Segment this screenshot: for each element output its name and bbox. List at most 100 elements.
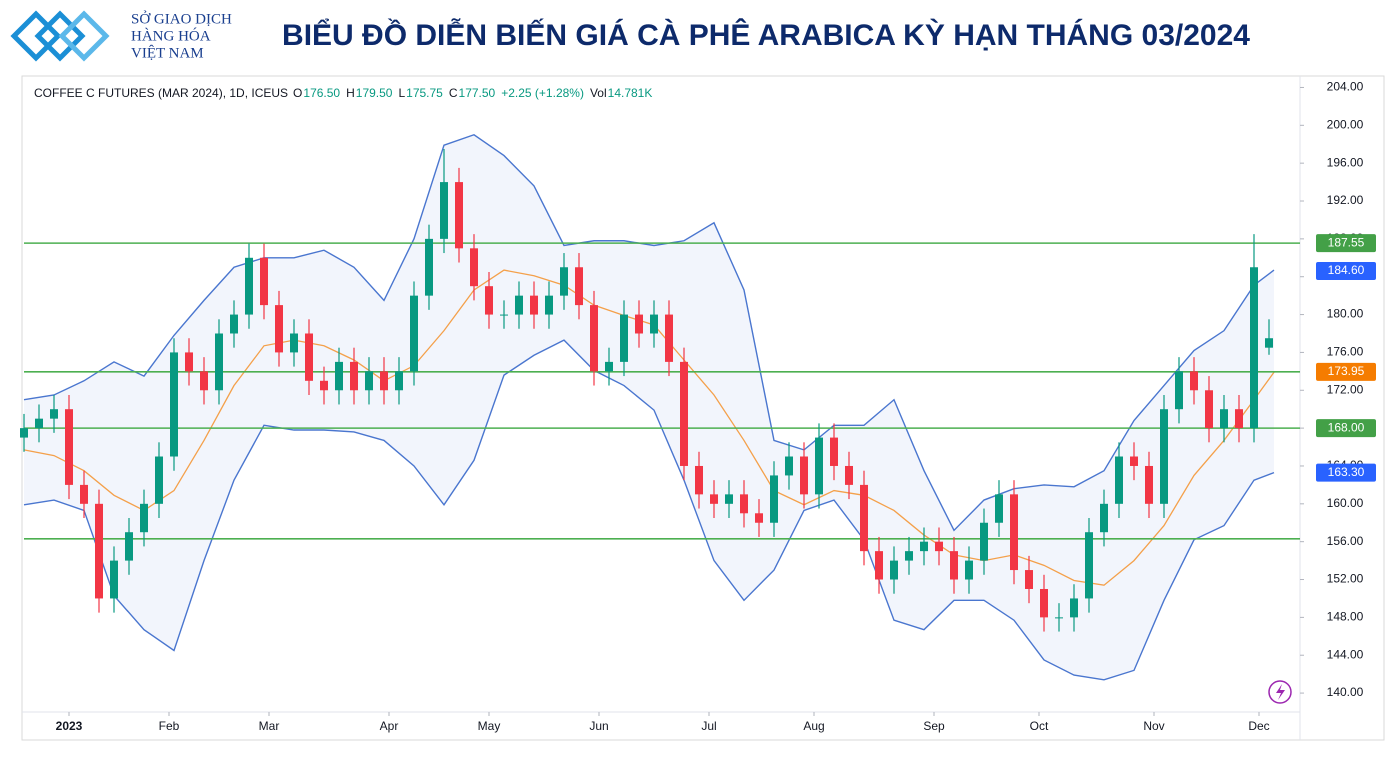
candle-body bbox=[650, 314, 658, 334]
candle-body bbox=[905, 551, 913, 561]
candle-body bbox=[320, 380, 328, 391]
candle-body bbox=[620, 314, 628, 362]
legend-value: 175.75 bbox=[406, 86, 443, 100]
candle-body bbox=[950, 551, 958, 580]
x-tick-label: Mar bbox=[259, 719, 280, 733]
band-line bbox=[23, 339, 1275, 681]
y-tick-label: 200.00 bbox=[1327, 117, 1364, 131]
y-tick-label: 156.00 bbox=[1327, 534, 1364, 548]
candle-body bbox=[110, 560, 118, 599]
candle-body bbox=[335, 361, 343, 391]
candle-body bbox=[1190, 371, 1198, 391]
candle-body bbox=[1055, 617, 1063, 619]
legend-value: 176.50 bbox=[303, 86, 340, 100]
chart-title: BIỂU ĐỒ DIỄN BIẾN GIÁ CÀ PHÊ ARABICA KỲ … bbox=[282, 18, 1250, 52]
candle-body bbox=[95, 503, 103, 599]
candle-body bbox=[485, 286, 493, 315]
legend-value: 177.50 bbox=[459, 86, 496, 100]
y-tick-label: 196.00 bbox=[1327, 155, 1364, 169]
legend-key: L bbox=[398, 86, 405, 100]
candle-body bbox=[830, 437, 838, 466]
candle-body bbox=[545, 295, 553, 315]
candle-body bbox=[35, 418, 43, 429]
candle-body bbox=[785, 456, 793, 476]
price-tag bbox=[1316, 362, 1376, 381]
candle-body bbox=[140, 503, 148, 533]
candle-body bbox=[935, 541, 943, 552]
candle-body bbox=[1160, 409, 1168, 504]
candle-body bbox=[575, 267, 583, 306]
candle-body bbox=[560, 267, 568, 296]
candle-body bbox=[260, 257, 268, 306]
candle-body bbox=[965, 560, 973, 580]
candle-body bbox=[305, 333, 313, 381]
candle-body bbox=[425, 238, 433, 296]
x-tick-label: Oct bbox=[1030, 719, 1049, 733]
candle-body bbox=[515, 295, 523, 315]
flash-icon bbox=[1268, 680, 1292, 704]
price-tag-label: 163.30 bbox=[1328, 465, 1365, 479]
candle-body bbox=[1070, 598, 1078, 618]
candle-body bbox=[410, 295, 418, 372]
candle-body bbox=[470, 248, 478, 287]
candle-body bbox=[815, 437, 823, 495]
candle-body bbox=[605, 361, 613, 372]
price-tag-label: 187.55 bbox=[1328, 235, 1365, 249]
candle-body bbox=[1040, 588, 1048, 618]
candle-body bbox=[290, 333, 298, 353]
candle-body bbox=[860, 484, 868, 552]
candle-body bbox=[65, 409, 73, 485]
candle-body bbox=[215, 333, 223, 391]
y-tick-label: 148.00 bbox=[1327, 610, 1364, 624]
candle-body bbox=[380, 371, 388, 391]
band-line bbox=[23, 133, 1275, 532]
legend-value: 14.781K bbox=[608, 86, 653, 100]
legend: COFFEE C FUTURES (MAR 2024), 1D, ICEUS O 1… bbox=[34, 86, 652, 100]
x-tick-label: Jul bbox=[701, 719, 716, 733]
candle-body bbox=[1130, 456, 1138, 466]
candle-body bbox=[170, 352, 178, 457]
candle-body bbox=[20, 428, 28, 438]
candle-body bbox=[1100, 503, 1108, 533]
y-tick-label: 180.00 bbox=[1327, 307, 1364, 321]
candle-body bbox=[530, 295, 538, 315]
x-tick-label: 2023 bbox=[56, 719, 83, 733]
candle-body bbox=[740, 494, 748, 514]
y-tick-label: 176.00 bbox=[1327, 345, 1364, 359]
candle-body bbox=[230, 314, 238, 334]
candle-body bbox=[245, 257, 253, 315]
candle-body bbox=[665, 314, 673, 362]
logo-text: HÀNG HÓA bbox=[131, 27, 211, 44]
candle-body bbox=[920, 541, 928, 552]
chart-frame bbox=[21, 75, 1385, 741]
price-tag bbox=[1316, 234, 1376, 253]
price-tag-label: 173.95 bbox=[1328, 364, 1365, 378]
logo-text: VIỆT NAM bbox=[131, 44, 204, 61]
candle-body bbox=[455, 182, 463, 249]
x-tick-label: Apr bbox=[380, 719, 399, 733]
x-tick-label: May bbox=[478, 719, 501, 733]
price-tag bbox=[1316, 463, 1376, 482]
candle-body bbox=[155, 456, 163, 504]
y-tick-label: 192.00 bbox=[1327, 193, 1364, 207]
candle-body bbox=[1205, 390, 1213, 429]
candle-body bbox=[365, 371, 373, 391]
y-tick-label: 152.00 bbox=[1327, 572, 1364, 586]
candle-body bbox=[1025, 570, 1033, 589]
logo-text: SỞ GIAO DỊCH bbox=[131, 10, 232, 27]
legend-key: H bbox=[346, 86, 355, 100]
candle-body bbox=[350, 361, 358, 391]
x-tick-label: Jun bbox=[589, 719, 608, 733]
candle-body bbox=[680, 361, 688, 466]
candle-body bbox=[200, 371, 208, 391]
legend-key: O bbox=[293, 86, 302, 100]
legend-key: Vol bbox=[590, 86, 607, 100]
candle-body bbox=[50, 409, 58, 419]
y-tick-label: 160.00 bbox=[1327, 496, 1364, 510]
band-fill bbox=[24, 134, 1274, 680]
candle-body bbox=[845, 465, 853, 485]
price-tag bbox=[1316, 419, 1376, 438]
candle-body bbox=[770, 475, 778, 523]
candle-body bbox=[1010, 494, 1018, 571]
